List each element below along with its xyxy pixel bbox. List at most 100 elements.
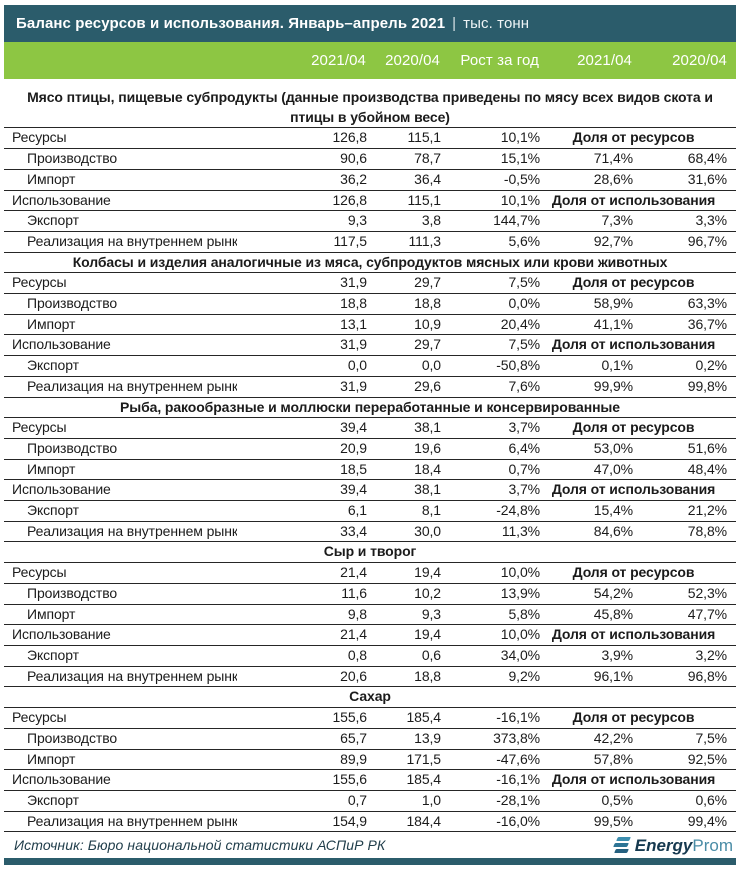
share-2020: 7,5%	[633, 728, 736, 750]
growth-value: 10,0%	[441, 624, 540, 646]
value-2020: 111,3	[367, 231, 441, 253]
row-label: Ресурсы	[4, 562, 237, 584]
table-row: Экспорт 6,1 8,1 -24,8% 15,4% 21,2%	[4, 500, 736, 522]
value-2021: 21,4	[237, 624, 367, 646]
table-row: Импорт 18,5 18,4 0,7% 47,0% 48,4%	[4, 459, 736, 481]
row-label: Экспорт	[4, 645, 237, 667]
growth-value: 0,7%	[441, 459, 540, 481]
share-2021: 96,1%	[540, 666, 633, 688]
column-header-empty	[4, 42, 237, 79]
growth-value: 7,5%	[441, 272, 540, 295]
growth-value: 373,8%	[441, 728, 540, 750]
table-row: Экспорт 0,0 0,0 -50,8% 0,1% 0,2%	[4, 355, 736, 377]
section-title: Колбасы и изделия аналогичные из мяса, с…	[4, 252, 736, 274]
share-2020: 96,7%	[633, 231, 736, 253]
value-2020: 8,1	[367, 500, 441, 522]
value-2020: 184,4	[367, 811, 441, 833]
share-2020: 36,7%	[633, 314, 736, 336]
share-2021: 45,8%	[540, 604, 633, 626]
section-title-row: Колбасы и изделия аналогичные из мяса, с…	[4, 252, 736, 274]
growth-value: 11,3%	[441, 521, 540, 543]
row-label: Ресурсы	[4, 417, 237, 439]
table-row: Ресурсы 39,4 38,1 3,7% Доля от ресурсов	[4, 417, 736, 439]
share-group-label: Доля от ресурсов	[540, 127, 736, 150]
share-2021: 15,4%	[540, 500, 633, 522]
share-2020: 99,4%	[633, 811, 736, 833]
row-label: Реализация на внутреннем рынке	[4, 811, 237, 833]
row-label: Реализация на внутреннем рынке	[4, 521, 237, 543]
growth-value: -50,8%	[441, 355, 540, 377]
growth-value: -16,1%	[441, 707, 540, 729]
value-2020: 185,4	[367, 707, 441, 729]
row-label: Использование	[4, 190, 237, 212]
value-2021: 154,9	[237, 811, 367, 833]
table-row: Использование 155,6 185,4 -16,1% Доля от исп…	[4, 769, 736, 791]
table-row: Экспорт 0,8 0,6 34,0% 3,9% 3,2%	[4, 645, 736, 667]
value-2021: 18,8	[237, 293, 367, 315]
growth-value: 5,6%	[441, 231, 540, 253]
value-2020: 115,1	[367, 190, 441, 212]
value-2020: 0,0	[367, 355, 441, 377]
value-2020: 9,3	[367, 604, 441, 626]
value-2021: 6,1	[237, 500, 367, 522]
value-2020: 38,1	[367, 417, 441, 439]
share-2020: 52,3%	[633, 583, 736, 605]
share-2021: 84,6%	[540, 521, 633, 543]
value-2020: 18,8	[367, 666, 441, 688]
logo-energy-text: Energy	[634, 835, 693, 855]
row-label: Ресурсы	[4, 707, 237, 729]
row-label: Импорт	[4, 314, 237, 336]
table-row: Ресурсы 126,8 115,1 10,1% Доля от ресурсов	[4, 127, 736, 150]
row-label: Реализация на внутреннем рынке	[4, 376, 237, 398]
growth-value: 0,0%	[441, 293, 540, 315]
value-2020: 78,7	[367, 148, 441, 170]
share-2021: 0,1%	[540, 355, 633, 377]
units-label: тыс. тонн	[463, 15, 530, 32]
share-2020: 78,8%	[633, 521, 736, 543]
value-2020: 29,6	[367, 376, 441, 398]
row-label: Импорт	[4, 749, 237, 771]
value-2020: 38,1	[367, 479, 441, 502]
value-2021: 31,9	[237, 272, 367, 295]
growth-value: 144,7%	[441, 210, 540, 232]
value-2020: 18,4	[367, 459, 441, 481]
table-row: Импорт 9,8 9,3 5,8% 45,8% 47,7%	[4, 604, 736, 626]
value-2021: 31,9	[237, 334, 367, 357]
growth-value: 7,6%	[441, 376, 540, 398]
share-2021: 99,5%	[540, 811, 633, 833]
value-2021: 65,7	[237, 728, 367, 750]
value-2021: 39,4	[237, 479, 367, 502]
share-2020: 3,3%	[633, 210, 736, 232]
growth-value: 3,7%	[441, 417, 540, 439]
row-label: Использование	[4, 479, 237, 502]
section-title: Мясо птицы, пищевые субпродукты (данные …	[4, 79, 736, 129]
table-row: Использование 21,4 19,4 10,0% Доля от исполь…	[4, 624, 736, 646]
share-2021: 41,1%	[540, 314, 633, 336]
table-row: Использование 39,4 38,1 3,7% Доля от использ…	[4, 479, 736, 502]
share-2021: 3,9%	[540, 645, 633, 667]
section-title-row: Мясо птицы, пищевые субпродукты (данные …	[4, 79, 736, 129]
value-2020: 10,2	[367, 583, 441, 605]
column-header-share-2021: 2021/04	[540, 42, 633, 79]
share-2020: 31,6%	[633, 169, 736, 191]
share-group-label: Доля от использования	[540, 479, 736, 502]
section-title-row: Сыр и творог	[4, 541, 736, 564]
growth-value: 34,0%	[441, 645, 540, 667]
growth-value: 3,7%	[441, 479, 540, 502]
share-2020: 0,6%	[633, 790, 736, 812]
row-label: Импорт	[4, 604, 237, 626]
value-2020: 1,0	[367, 790, 441, 812]
value-2021: 39,4	[237, 417, 367, 439]
value-2021: 9,8	[237, 604, 367, 626]
growth-value: 7,5%	[441, 334, 540, 357]
table-row: Использование 31,9 29,7 7,5% Доля от использ…	[4, 334, 736, 357]
growth-value: 5,8%	[441, 604, 540, 626]
share-2021: 92,7%	[540, 231, 633, 253]
row-label: Использование	[4, 334, 237, 357]
value-2021: 126,8	[237, 127, 367, 150]
value-2020: 19,4	[367, 624, 441, 646]
value-2020: 0,6	[367, 645, 441, 667]
value-2021: 155,6	[237, 707, 367, 729]
page-title-bar: Баланс ресурсов и использования. Январь–…	[4, 5, 736, 42]
row-label: Ресурсы	[4, 272, 237, 295]
